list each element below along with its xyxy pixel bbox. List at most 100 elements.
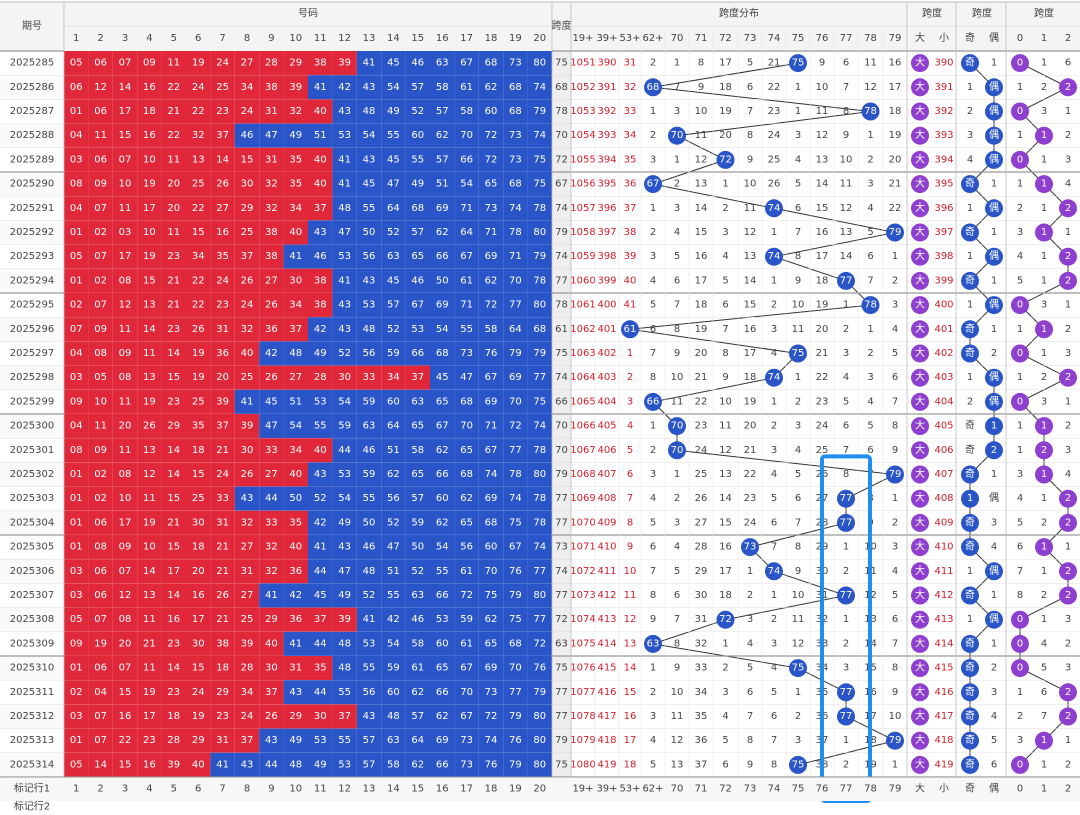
- span-cell: [552, 123, 571, 148]
- dist-miss: 24: [744, 517, 757, 528]
- mod3-miss: 2: [1065, 130, 1071, 141]
- number-cell: [210, 607, 235, 632]
- number-value: 47: [460, 372, 473, 383]
- number-cell: [405, 123, 430, 148]
- number-value: 27: [265, 275, 278, 286]
- period-cell: [0, 389, 64, 414]
- number-cell: [283, 535, 308, 560]
- parity-ball-label: 偶: [989, 128, 999, 141]
- number-cell: [112, 317, 138, 342]
- number-cell: [308, 631, 333, 656]
- number-cell: [308, 123, 333, 148]
- number-cell: [478, 51, 504, 76]
- mod3-ball: [1059, 707, 1077, 726]
- dist-miss: 2: [843, 324, 849, 335]
- dist-miss: 1: [795, 687, 801, 698]
- dist-miss: 8: [627, 517, 633, 528]
- number-cell: [161, 656, 186, 681]
- number-value: 18: [192, 542, 205, 553]
- number-value: 59: [411, 517, 424, 528]
- number-value: 78: [509, 227, 522, 238]
- number-cell: [454, 268, 479, 293]
- span-value: 67: [555, 179, 568, 190]
- size-ball-label: 大: [915, 612, 925, 625]
- number-value: 43: [338, 324, 351, 335]
- period-cell: [0, 704, 64, 729]
- dist-miss: 13: [840, 227, 853, 238]
- size-ball: [911, 731, 929, 750]
- dist-miss: 5: [867, 227, 873, 238]
- number-value: 16: [216, 227, 229, 238]
- dist-miss: 18: [719, 590, 732, 601]
- number-value: 07: [94, 300, 107, 311]
- number-cell: [503, 196, 528, 221]
- dist-miss: 17: [816, 251, 829, 262]
- number-cell: [234, 268, 260, 293]
- dist-miss: 1060: [570, 275, 595, 286]
- period-label: 2025296: [10, 324, 55, 335]
- period-cell: [0, 51, 64, 76]
- span-hit-ball-label: 79: [889, 735, 902, 746]
- mod3-ball-label: 0: [1017, 154, 1023, 165]
- dist-miss: 17: [695, 275, 708, 286]
- mod3-ball-label: 2: [1065, 517, 1071, 528]
- number-cell: [259, 268, 284, 293]
- number-value: 07: [94, 251, 107, 262]
- number-cell: [283, 51, 308, 76]
- number-value: 21: [216, 614, 229, 625]
- dist-miss: 4: [722, 711, 728, 722]
- number-cell: [405, 752, 430, 777]
- number-value: 79: [533, 687, 546, 698]
- dist-miss: 32: [624, 82, 637, 93]
- mod3-miss: 3: [1017, 735, 1023, 746]
- number-cell: [405, 341, 430, 366]
- number-cell: [234, 99, 260, 124]
- footer-dist-col: 19+: [572, 784, 593, 795]
- number-value: 64: [387, 203, 400, 214]
- number-value: 20: [119, 421, 132, 432]
- period-label: 2025314: [10, 759, 55, 770]
- footer-bg: [0, 777, 1080, 801]
- period-label: 2025309: [10, 638, 55, 649]
- mod3-miss: 5: [1041, 663, 1047, 674]
- mod3-miss: 1: [1065, 542, 1071, 553]
- number-value: 38: [314, 58, 327, 69]
- number-cell: [527, 752, 552, 777]
- number-cell: [308, 704, 333, 729]
- dist-miss: 14: [695, 203, 708, 214]
- period-label: 2025288: [10, 130, 55, 141]
- span-hit-ball-label: 70: [671, 445, 684, 456]
- period-label: 2025287: [10, 106, 55, 117]
- size-ball-label: 大: [915, 467, 925, 480]
- number-cell: [210, 317, 235, 342]
- number-value: 34: [241, 687, 254, 698]
- period-cell: [0, 462, 64, 487]
- number-cell: [137, 244, 162, 269]
- dist-miss: 1072: [570, 566, 595, 577]
- number-cell: [283, 510, 308, 535]
- dist-miss: 6: [674, 590, 680, 601]
- dist-miss: 36: [695, 735, 708, 746]
- number-value: 01: [70, 517, 83, 528]
- number-value: 70: [509, 663, 522, 674]
- span-hit-ball: [644, 78, 662, 97]
- number-cell: [308, 389, 333, 414]
- dist-miss: 10: [671, 372, 684, 383]
- number-value: 44: [265, 493, 278, 504]
- span-value: 74: [555, 372, 568, 383]
- number-value: 63: [411, 396, 424, 407]
- number-cell: [283, 656, 308, 681]
- number-value: 16: [143, 82, 156, 93]
- number-value: 34: [241, 82, 254, 93]
- number-value: 22: [167, 130, 180, 141]
- number-cell: [112, 510, 138, 535]
- number-cell: [259, 438, 284, 463]
- number-cell: [503, 438, 528, 463]
- dist-miss: 17: [719, 566, 732, 577]
- dist-miss: 40: [624, 275, 637, 286]
- period-cell: [0, 535, 64, 560]
- number-cell: [88, 51, 113, 76]
- dist-miss: 404: [597, 396, 616, 407]
- dist-miss: 1079: [570, 735, 595, 746]
- number-value: 02: [70, 300, 83, 311]
